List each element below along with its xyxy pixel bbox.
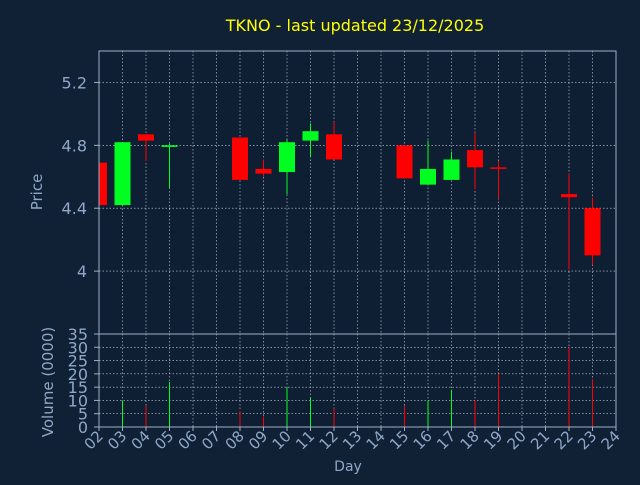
candle-body (326, 134, 342, 160)
candle (326, 121, 342, 160)
price-grid (99, 51, 616, 334)
candle-body (584, 208, 601, 256)
candle-body (396, 145, 413, 179)
chart-title: TKNO - last updated 23/12/2025 (225, 16, 485, 35)
candle-body (467, 150, 483, 168)
x-ticks: 0203040506070809101112131415161718192021… (81, 427, 624, 453)
candle (302, 123, 319, 157)
candle (561, 173, 577, 270)
candle (467, 132, 483, 190)
candle (98, 162, 107, 206)
candle (161, 143, 178, 188)
volume-y-tick-label: 20 (68, 365, 88, 384)
candle (584, 197, 601, 265)
candle-body (99, 162, 107, 206)
candle (138, 134, 154, 162)
volume-y-tick-label: 35 (68, 325, 88, 344)
candle-body (138, 134, 154, 141)
candle (279, 139, 295, 195)
volume-y-tick-label: 15 (68, 378, 88, 397)
candle (114, 142, 131, 206)
price-y-tick-label: 4.4 (62, 199, 87, 218)
price-y-tick-label: 5.2 (62, 73, 87, 92)
price-axis-label: Price (28, 174, 46, 211)
volume-y-tick-label: 30 (68, 338, 88, 357)
candle (420, 140, 436, 185)
candle-body (279, 142, 295, 173)
volume-bars (122, 347, 593, 427)
candle (490, 161, 507, 199)
candle (443, 151, 460, 180)
x-axis-label: Day (334, 459, 362, 475)
candle-body (232, 137, 248, 180)
candles (98, 121, 601, 270)
candle-body (114, 142, 131, 206)
candle-body (161, 145, 178, 147)
candle-body (561, 194, 577, 198)
volume-axis-label: Volume (0000) (39, 327, 57, 437)
candle-body (443, 159, 460, 180)
volume-y-tick-label: 10 (68, 391, 88, 410)
candle-body (302, 131, 319, 141)
volume-y-tick-label: 0 (78, 418, 88, 437)
volume-y-tick-label: 25 (68, 352, 88, 371)
price-panel: 4 4.4 4.8 5.2 Price (28, 50, 617, 335)
price-y-ticks: 4 4.4 4.8 5.2 (62, 73, 99, 281)
candle-body (255, 168, 272, 174)
candle-body (420, 168, 436, 185)
candle (255, 159, 272, 177)
candle-body (490, 167, 507, 169)
candle (232, 137, 248, 180)
candle (396, 145, 413, 179)
volume-y-tick-label: 5 (78, 405, 88, 424)
price-y-tick-label: 4.8 (62, 136, 87, 155)
price-y-tick-label: 4 (77, 262, 87, 281)
